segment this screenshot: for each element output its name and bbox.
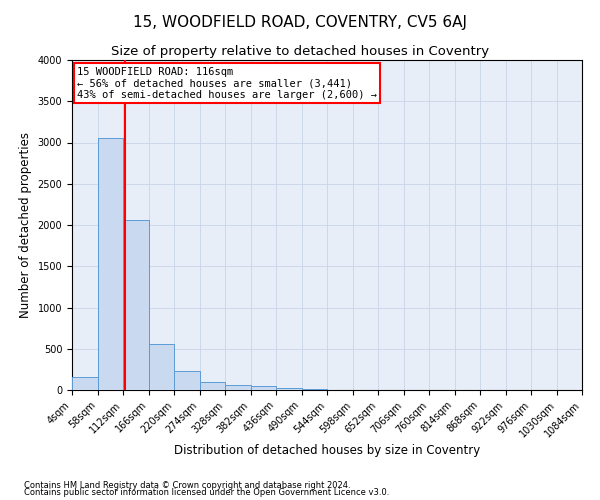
Bar [276,388,302,390]
Bar [200,382,225,390]
Bar [251,386,276,390]
Text: Size of property relative to detached houses in Coventry: Size of property relative to detached ho… [111,45,489,58]
Text: Contains HM Land Registry data © Crown copyright and database right 2024.: Contains HM Land Registry data © Crown c… [24,480,350,490]
Text: Contains public sector information licensed under the Open Government Licence v3: Contains public sector information licen… [24,488,389,497]
Bar [97,138,123,390]
Bar [174,371,199,390]
Y-axis label: Number of detached properties: Number of detached properties [19,132,32,318]
Bar [149,344,174,390]
Text: 15, WOODFIELD ROAD, COVENTRY, CV5 6AJ: 15, WOODFIELD ROAD, COVENTRY, CV5 6AJ [133,15,467,30]
Bar [123,220,149,390]
Bar [302,389,327,390]
Bar [72,377,97,390]
X-axis label: Distribution of detached houses by size in Coventry: Distribution of detached houses by size … [174,444,480,458]
Bar [225,384,251,390]
Text: 15 WOODFIELD ROAD: 116sqm
← 56% of detached houses are smaller (3,441)
43% of se: 15 WOODFIELD ROAD: 116sqm ← 56% of detac… [77,66,377,100]
